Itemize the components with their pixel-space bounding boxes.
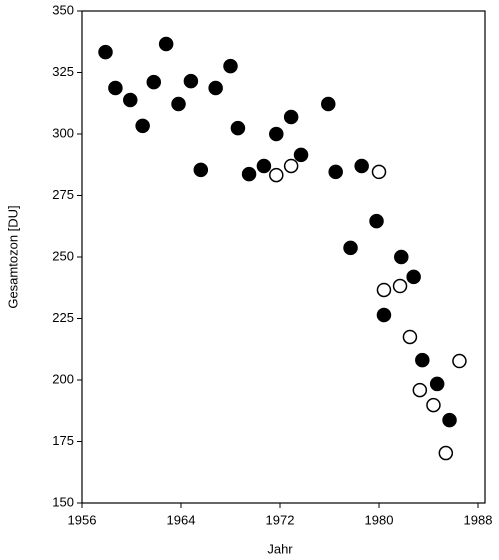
data-point — [269, 126, 284, 142]
data-point — [98, 44, 113, 60]
x-tick-label: 1964 — [167, 512, 196, 527]
data-point — [123, 92, 138, 108]
y-tick-label: 150 — [52, 494, 74, 509]
x-axis-title: Jahr — [267, 541, 293, 556]
y-tick-label: 275 — [52, 187, 74, 202]
data-point — [406, 269, 421, 285]
x-tick-label: 1988 — [464, 512, 493, 527]
x-tick-label: 1956 — [68, 512, 97, 527]
data-point — [402, 329, 418, 345]
data-point — [354, 158, 369, 174]
plot-frame — [81, 10, 486, 504]
data-point — [412, 382, 428, 398]
y-tick-label: 300 — [52, 125, 74, 140]
x-tick-label: 1980 — [365, 512, 394, 527]
data-point — [241, 166, 257, 182]
data-point — [394, 249, 409, 265]
data-point — [343, 240, 358, 256]
data-point — [230, 120, 246, 136]
y-tick-label: 175 — [52, 433, 74, 448]
y-tick-label: 325 — [52, 64, 74, 79]
data-point — [193, 162, 209, 178]
data-point — [283, 158, 299, 174]
data-point — [442, 412, 457, 428]
data-point — [429, 376, 445, 392]
x-tick-label: 1972 — [266, 512, 295, 527]
data-point — [438, 445, 454, 461]
data-point — [293, 147, 309, 163]
data-point — [223, 58, 238, 74]
data-point — [171, 96, 186, 112]
y-tick-label: 250 — [52, 248, 74, 263]
data-point — [369, 213, 384, 229]
y-tick-label: 200 — [52, 371, 74, 386]
data-point — [371, 164, 387, 180]
data-point — [415, 352, 430, 368]
y-tick-label: 225 — [52, 310, 74, 325]
data-point — [328, 164, 343, 180]
data-point — [208, 80, 223, 96]
data-point — [376, 307, 392, 323]
data-point — [392, 278, 408, 294]
data-point — [269, 167, 284, 183]
data-point — [256, 158, 272, 174]
data-point — [146, 74, 162, 90]
data-point — [376, 282, 392, 298]
data-point — [452, 353, 467, 369]
data-point — [426, 397, 441, 413]
data-point — [283, 109, 299, 125]
data-point — [158, 36, 174, 52]
y-axis-title: Gesamtozon [DU] — [5, 205, 20, 308]
y-tick-label: 350 — [52, 2, 74, 17]
data-point — [135, 118, 150, 134]
data-point — [108, 80, 123, 96]
data-point — [321, 96, 336, 112]
data-point — [183, 73, 199, 89]
